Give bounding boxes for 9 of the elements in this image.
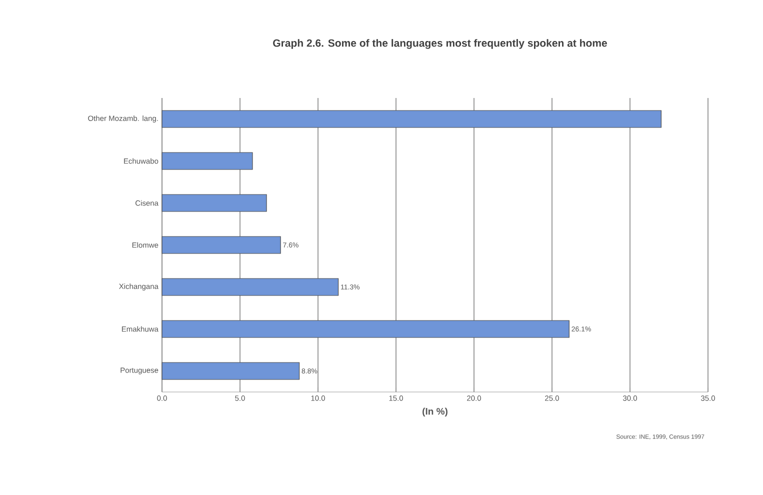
bar [162, 236, 281, 254]
x-axis-title: (In %) [422, 408, 448, 417]
bar [162, 362, 300, 380]
bar [162, 194, 267, 212]
bar [162, 320, 570, 338]
bar [162, 110, 662, 128]
chart-title: Graph 2.6. Some of the languages most frequently spoken at home [273, 39, 607, 49]
bar [162, 152, 253, 170]
bar [162, 278, 339, 296]
